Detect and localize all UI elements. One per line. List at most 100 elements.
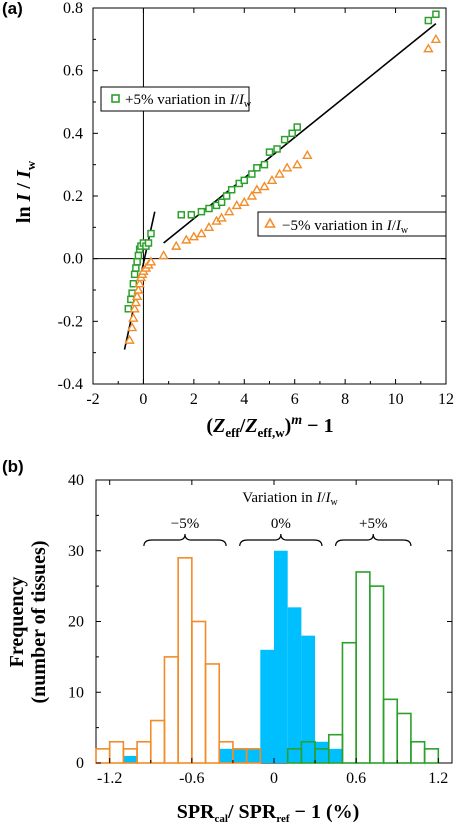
minus5-bar	[149, 719, 166, 764]
minus5-triangle-point	[423, 43, 434, 53]
legend-minus5-box	[257, 211, 447, 237]
plus5-square-point	[248, 170, 256, 178]
y-tick-label: 0.6	[63, 63, 83, 80]
panel-a-scatter-chart: (a) -2 0 2 4 6 8 10 12 -0.4 -0.2 0.0 0.2 0.4 0.6 0.8 +…	[2, 0, 454, 440]
plus5-square-point	[424, 16, 433, 25]
panel-a-fit-lines	[123, 23, 437, 350]
minus5-triangle-point	[274, 168, 285, 178]
panel-a-y-axis-label: ln I / Iw	[13, 160, 38, 223]
panel-b-bars	[95, 550, 440, 764]
x-tick-label: -1.2	[97, 770, 122, 787]
plus5-bar	[410, 740, 426, 764]
minus5-triangle-point	[231, 199, 242, 210]
minus5-bar	[245, 748, 262, 764]
minus5-triangle-point	[188, 231, 200, 241]
plus5-square-point	[240, 176, 249, 185]
plus5-bar	[423, 748, 440, 764]
group-brace	[335, 533, 412, 547]
y-tick-label: -0.4	[58, 376, 83, 393]
panel-b-histogram-chart: (b) -1.2 -0.6 0 0.6 1.2 0 10 20 30 40 Variation i…	[2, 457, 453, 825]
plus5-bar	[369, 585, 385, 764]
x-tick-label: 8	[341, 391, 349, 408]
minus5-bar	[177, 557, 193, 764]
x-tick-label: 0.6	[346, 770, 366, 787]
minus5-triangle-point	[430, 33, 442, 44]
x-tick-label: 6	[291, 391, 299, 408]
panel-a-x-axis-label: (Zeff/Zeff,w)m − 1	[206, 413, 333, 440]
plus5-square-point	[177, 211, 185, 219]
minus5-triangle-point	[130, 297, 142, 307]
panel-a-plot-frame	[92, 7, 447, 385]
zero-bar	[301, 635, 316, 763]
plus5-square-point	[280, 135, 289, 144]
minus5-bar	[204, 663, 221, 764]
x-tick-label: 0	[270, 770, 278, 787]
plus5-square-point	[273, 145, 281, 153]
plus5-square-point	[253, 164, 261, 172]
variation-annotation-title: Variation in I/Iw	[242, 490, 338, 508]
y-tick-label: 10	[68, 684, 84, 701]
y-tick-label: 40	[68, 472, 84, 489]
legend-plus5-box	[100, 86, 250, 112]
legend-plus5: +5% variation in I/Iw	[100, 86, 252, 112]
plus5-bar	[341, 641, 357, 764]
plus5-square-point	[288, 129, 296, 138]
minus5-triangle-point	[246, 190, 258, 200]
x-tick-label: -0.6	[179, 770, 204, 787]
minus5-triangle-point	[171, 240, 182, 250]
y-tick-label: 20	[68, 614, 84, 631]
x-tick-label: 4	[240, 391, 248, 408]
minus5-triangle-point	[129, 303, 140, 313]
minus5-bar	[95, 748, 111, 764]
group-label: 0%	[271, 516, 291, 532]
panel-b-x-axis-label: SPRcal/ SPRref − 1 (%)	[177, 801, 360, 825]
zero-bar	[232, 748, 247, 763]
zero-bar	[315, 741, 329, 763]
group-label: +5%	[359, 516, 387, 532]
legend-minus5-label: −5% variation in I/Iw	[282, 218, 409, 236]
panel-a-reference-lines	[93, 8, 446, 384]
zero-bar	[123, 755, 138, 763]
y-tick-label: -0.2	[58, 313, 83, 330]
group-label: −5%	[171, 516, 199, 532]
minus5-triangle-point	[133, 284, 144, 294]
plus5-square-point	[260, 160, 269, 169]
y-tick-label: 0.8	[63, 0, 83, 17]
zero-bar	[274, 550, 288, 763]
minus5-triangle-point	[131, 290, 143, 300]
panel-b-y-axis-label-line2: (number of tissues)	[28, 541, 50, 704]
legend-triangle-marker	[264, 217, 276, 228]
minus5-triangle-point	[223, 206, 235, 216]
minus5-triangle-point	[181, 234, 192, 244]
plus5-square-point	[133, 258, 141, 266]
minus5-triangle-point	[124, 334, 135, 344]
zero-bar	[246, 748, 261, 763]
minus5-triangle-point	[134, 278, 145, 288]
legend-minus5: −5% variation in I/Iw	[257, 211, 447, 237]
zero-bar	[219, 748, 233, 763]
zero-bar	[328, 748, 343, 763]
plus5-bar	[355, 571, 371, 764]
plus5-square-point	[222, 192, 231, 200]
legend-plus5-label: +5% variation in I/Iw	[125, 92, 252, 110]
panel-b-label: (b)	[2, 457, 24, 476]
x-tick-label: 12	[438, 391, 454, 408]
plus5-square-point	[217, 198, 226, 207]
plus5-square-point	[265, 148, 274, 156]
minus5-triangle-point	[196, 228, 207, 238]
panel-b-group-braces: −5% 0% +5%	[143, 516, 412, 547]
plus5-square-point	[130, 270, 139, 279]
minus5-triangle-point	[292, 159, 303, 169]
group-brace	[239, 533, 323, 547]
minus5-triangle-point	[251, 184, 263, 194]
minus5-bar	[108, 740, 125, 764]
x-tick-label: 10	[388, 391, 404, 408]
plus5-square-point	[293, 123, 301, 131]
plus5-square-point	[205, 204, 213, 213]
panel-a-label: (a)	[2, 0, 23, 18]
x-tick-label: 2	[190, 391, 198, 408]
minus5-bar	[191, 620, 207, 764]
plus5-square-point	[197, 207, 206, 216]
panel-b-y-axis-label-line1: Frequency	[6, 577, 28, 668]
minus5-triangle-point	[302, 149, 313, 159]
